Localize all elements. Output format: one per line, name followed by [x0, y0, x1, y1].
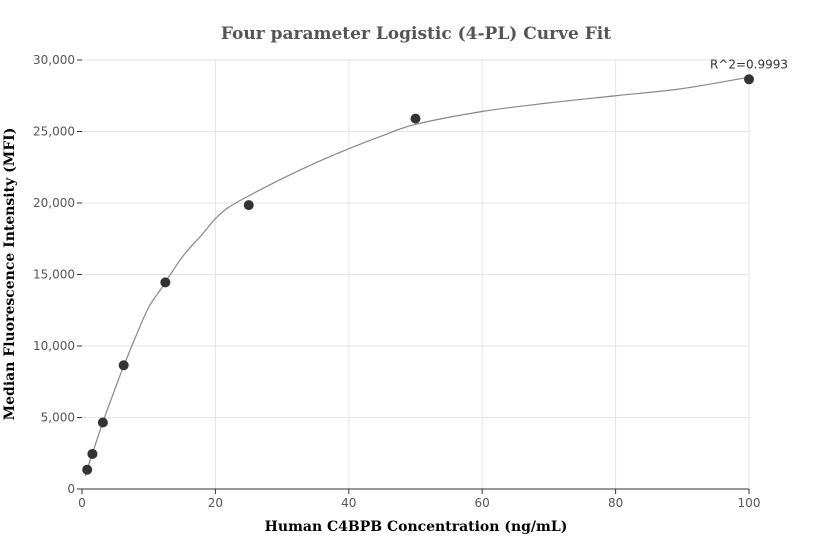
x-tick-label: 80 [608, 496, 623, 510]
y-tick-label: 20,000 [33, 196, 75, 210]
data-point [243, 200, 254, 211]
x-axis-ticks: 0 20 40 60 80 100 [78, 489, 760, 510]
data-point [82, 464, 93, 475]
data-point [97, 417, 108, 428]
y-axis-ticks: 0 5,000 10,000 15,000 20,000 25,000 30,000 [33, 53, 82, 496]
x-tick-label: 20 [208, 496, 223, 510]
fit-curve-line [84, 76, 750, 477]
y-tick-label: 25,000 [33, 125, 75, 139]
x-tick-label: 60 [475, 496, 490, 510]
data-point [118, 360, 129, 371]
y-tick-label: 10,000 [33, 339, 75, 353]
x-tick-label: 40 [341, 496, 356, 510]
y-tick-label: 5,000 [41, 411, 75, 425]
y-tick-label: 30,000 [33, 53, 75, 67]
x-axis-title: Human C4BPB Concentration (ng/mL) [265, 519, 568, 535]
grid-lines [82, 59, 750, 489]
x-tick-label: 100 [738, 496, 761, 510]
chart-title: Four parameter Logistic (4-PL) Curve Fit [221, 24, 611, 44]
data-point [410, 113, 421, 124]
data-point [87, 448, 98, 459]
y-axis-title: Median Fluorescence Intensity (MFI) [2, 128, 18, 421]
y-tick-label: 15,000 [33, 268, 75, 282]
r-squared-annotation: R^2=0.9993 [710, 57, 788, 71]
data-point [160, 277, 171, 288]
data-point [744, 74, 754, 85]
data-points [82, 74, 754, 475]
x-tick-label: 0 [78, 496, 86, 510]
y-tick-label: 0 [67, 482, 75, 496]
